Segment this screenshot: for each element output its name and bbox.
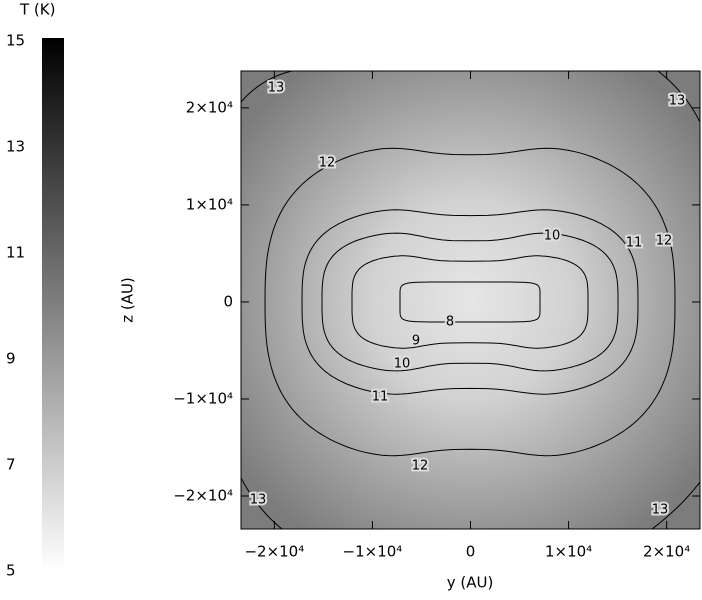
temperature-field (241, 71, 700, 529)
contour-label: 13 (268, 81, 285, 96)
contour-label: 11 (372, 390, 389, 405)
contour-line (399, 281, 541, 323)
contour-label: 10 (394, 357, 411, 372)
contour-line (264, 147, 676, 457)
contour-label: 12 (412, 459, 429, 474)
x-tick-label: 1×10⁴ (545, 543, 592, 561)
colorbar-tick-label: 7 (6, 456, 16, 474)
contour-label: 13 (250, 493, 267, 508)
y-tick-label: 1×10⁴ (186, 195, 233, 213)
contour-line (321, 232, 619, 372)
colorbar-tick-label: 13 (6, 138, 25, 156)
contour-line (241, 477, 283, 529)
colorbar-tick-label: 5 (6, 562, 16, 580)
colorbar (42, 38, 64, 571)
y-axis-label: z (AU) (119, 277, 137, 323)
colorbar-tick-label: 11 (6, 244, 25, 262)
contour-label: 11 (626, 236, 643, 251)
contour-line (657, 71, 700, 123)
contour-label: 9 (412, 334, 420, 349)
contour-line (651, 481, 700, 529)
contour-label: 12 (656, 234, 673, 249)
contour-line (301, 209, 639, 395)
contours (241, 71, 700, 529)
contour-line (241, 71, 293, 103)
x-axis-label: y (AU) (447, 574, 494, 592)
colorbar-tick-label: 15 (6, 32, 25, 50)
y-tick-label: −1×10⁴ (173, 389, 233, 407)
contour-label: 10 (544, 229, 561, 244)
x-tick-label: 2×10⁴ (643, 543, 690, 561)
y-tick-label: 0 (223, 292, 233, 310)
colorbar-tick-label: 9 (6, 350, 16, 368)
contour-label: 13 (669, 94, 686, 109)
y-tick-label: −2×10⁴ (173, 487, 233, 505)
colorbar-title: T (K) (19, 1, 55, 19)
y-tick-label: 2×10⁴ (186, 98, 233, 116)
x-tick-label: −1×10⁴ (343, 543, 403, 561)
contour-label: 8 (446, 315, 454, 330)
contour-line (351, 255, 589, 349)
contour-label: 13 (652, 503, 669, 518)
x-tick-label: 0 (466, 543, 476, 561)
contour-label: 12 (319, 156, 336, 171)
x-tick-label: −2×10⁴ (244, 543, 304, 561)
